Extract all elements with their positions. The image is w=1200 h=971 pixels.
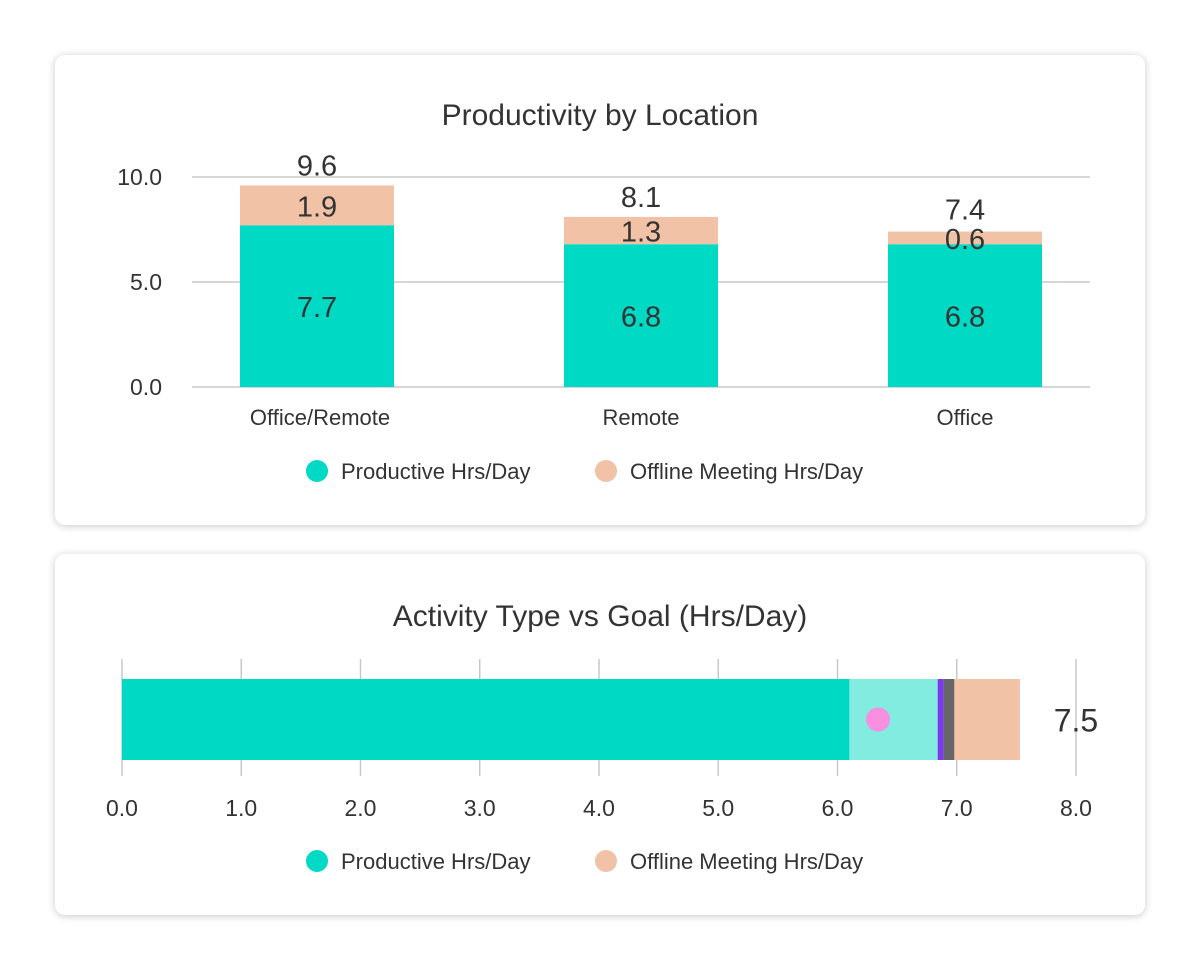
x-tick-label: Office bbox=[936, 405, 993, 430]
x-tick-label: 0.0 bbox=[106, 795, 138, 821]
data-label: 0.6 bbox=[945, 224, 985, 256]
activity-vs-goal-card: Activity Type vs Goal (Hrs/Day) 0.0 1.0 2.… bbox=[55, 554, 1145, 915]
x-tick-label: Remote bbox=[602, 405, 679, 430]
total-label: 8.1 bbox=[621, 182, 661, 214]
y-tick-label: 10.0 bbox=[117, 164, 162, 190]
x-tick-label: 3.0 bbox=[464, 795, 496, 821]
productivity-by-location-card: Productivity by Location 0.0 5.0 10.0 7.7 1.… bbox=[55, 55, 1145, 525]
data-label: 6.8 bbox=[621, 302, 661, 334]
productivity-chart: Productivity by Location 0.0 5.0 10.0 7.7 1.… bbox=[117, 99, 1090, 484]
x-tick-label: 6.0 bbox=[822, 795, 854, 821]
y-tick-label: 5.0 bbox=[130, 269, 162, 295]
bar-segment bbox=[240, 185, 394, 226]
x-tick-label: 1.0 bbox=[225, 795, 257, 821]
bar-segment bbox=[564, 216, 718, 245]
legend-marker bbox=[595, 460, 617, 482]
x-tick-label: 4.0 bbox=[583, 795, 615, 821]
total-label: 9.6 bbox=[297, 150, 337, 182]
legend-label: Productive Hrs/Day bbox=[341, 849, 531, 874]
total-label: 7.5 bbox=[1054, 703, 1098, 739]
legend-label: Productive Hrs/Day bbox=[341, 459, 531, 484]
bar-segment bbox=[849, 679, 938, 760]
total-label: 7.4 bbox=[945, 195, 985, 227]
data-label: 1.9 bbox=[297, 191, 337, 223]
legend-marker bbox=[306, 850, 328, 872]
x-tick-label: Office/Remote bbox=[250, 405, 390, 430]
legend-marker bbox=[595, 850, 617, 872]
x-tick-label: 2.0 bbox=[345, 795, 377, 821]
x-tick-label: 5.0 bbox=[702, 795, 734, 821]
legend-label: Offline Meeting Hrs/Day bbox=[630, 459, 863, 484]
goal-marker bbox=[866, 707, 891, 732]
bar-segment bbox=[937, 679, 944, 760]
data-label: 1.3 bbox=[621, 217, 661, 249]
legend-label: Offline Meeting Hrs/Day bbox=[630, 849, 863, 874]
legend-marker bbox=[306, 460, 328, 482]
bar-segment bbox=[943, 679, 955, 760]
bar-segment bbox=[240, 225, 394, 387]
data-label: 6.8 bbox=[945, 302, 985, 334]
bar-segment bbox=[888, 244, 1042, 387]
chart-title: Productivity by Location bbox=[442, 99, 759, 132]
bar-segment bbox=[564, 244, 718, 387]
activity-chart: Activity Type vs Goal (Hrs/Day) 0.0 1.0 2.… bbox=[106, 600, 1098, 874]
x-tick-label: 8.0 bbox=[1060, 795, 1092, 821]
data-label: 7.7 bbox=[297, 292, 337, 324]
x-tick-label: 7.0 bbox=[941, 795, 973, 821]
bar-segment bbox=[122, 679, 850, 760]
bar-segment bbox=[888, 231, 1042, 245]
chart-title: Activity Type vs Goal (Hrs/Day) bbox=[393, 600, 808, 633]
y-tick-label: 0.0 bbox=[130, 374, 162, 400]
bar-segment bbox=[954, 679, 1020, 760]
